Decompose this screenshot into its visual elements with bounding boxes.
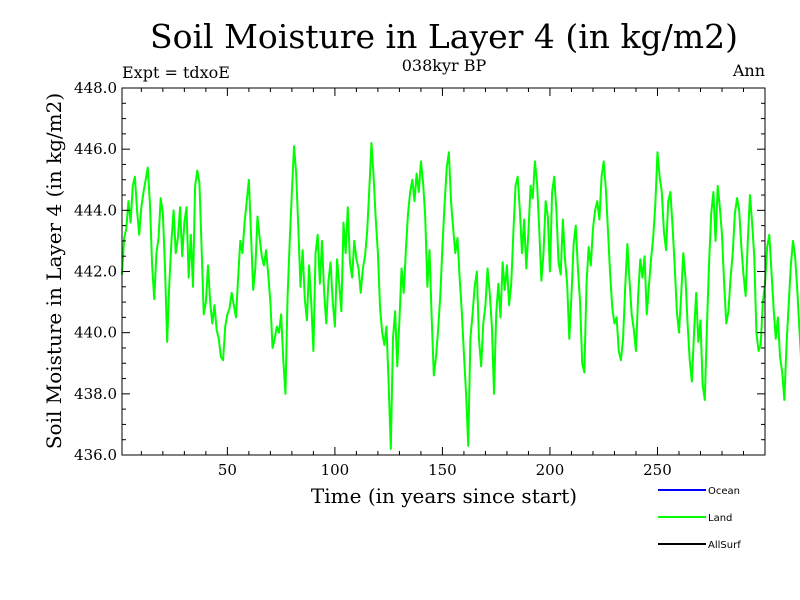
experiment-label: Expt = tdxoE bbox=[122, 63, 230, 82]
legend-label-allsurf: AllSurf bbox=[708, 540, 741, 551]
chart-subtitle: 038kyr BP bbox=[402, 56, 487, 75]
y-axis-label: Soil Moisture in Layer 4 (in kg/m2) bbox=[42, 93, 66, 449]
y-tick-label: 436.0 bbox=[74, 446, 117, 464]
plot-frame bbox=[121, 87, 766, 456]
x-tick-label: 150 bbox=[428, 461, 457, 479]
x-tick-label: 50 bbox=[218, 461, 237, 479]
axis-ticks: 50 100 150 200 250 436.0 438.0 440.0 442.0 444.0 4… bbox=[74, 79, 765, 479]
y-tick-label: 444.0 bbox=[74, 201, 117, 219]
x-tick-label: 100 bbox=[321, 461, 350, 479]
series-line-land bbox=[121, 142, 800, 450]
legend-label-land: Land bbox=[708, 513, 732, 524]
y-tick-label: 442.0 bbox=[74, 263, 117, 281]
x-tick-label: 250 bbox=[643, 461, 672, 479]
legend-label-ocean: Ocean bbox=[708, 486, 740, 497]
plot-area bbox=[121, 142, 800, 450]
y-tick-label: 446.0 bbox=[74, 140, 117, 158]
y-tick-label: 438.0 bbox=[74, 385, 117, 403]
x-axis-label: Time (in years since start) bbox=[311, 484, 577, 508]
y-tick-label: 448.0 bbox=[74, 79, 117, 97]
chart-title: Soil Moisture in Layer 4 (in kg/m2) bbox=[150, 17, 738, 56]
y-tick-label: 440.0 bbox=[74, 324, 117, 342]
x-tick-label: 200 bbox=[536, 461, 565, 479]
legend: Ocean Land AllSurf bbox=[658, 486, 741, 551]
season-label: Ann bbox=[732, 61, 765, 80]
